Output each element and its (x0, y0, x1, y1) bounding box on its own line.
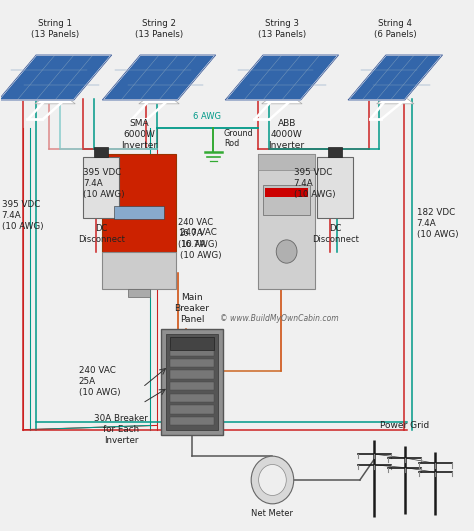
Bar (258, 155, 315, 289)
Text: 182 VDC
7.4A
(10 AWG): 182 VDC 7.4A (10 AWG) (417, 208, 458, 239)
Text: DC
Disconnect: DC Disconnect (311, 224, 358, 244)
Polygon shape (225, 55, 338, 100)
Bar (170, 382, 214, 390)
Text: 395 VDC
7.4A
(10 AWG): 395 VDC 7.4A (10 AWG) (1, 200, 43, 231)
Bar (170, 359, 214, 367)
Bar (102, 252, 175, 289)
Text: 240 VAC
16.7A
(10 AWG): 240 VAC 16.7A (10 AWG) (178, 218, 218, 249)
Text: 395 VDC
7.4A
(10 AWG): 395 VDC 7.4A (10 AWG) (294, 167, 335, 199)
Text: 6 AWG: 6 AWG (193, 113, 221, 122)
Text: SMA
6000W
Inverter: SMA 6000W Inverter (121, 119, 157, 150)
Text: © www.BuildMyOwnCabin.com: © www.BuildMyOwnCabin.com (220, 314, 339, 323)
Bar (166, 335, 218, 430)
Text: String 4
(6 Panels): String 4 (6 Panels) (374, 19, 417, 39)
Polygon shape (35, 93, 75, 104)
Text: String 3
(13 Panels): String 3 (13 Panels) (258, 19, 306, 39)
Bar (128, 289, 150, 297)
Circle shape (259, 465, 286, 495)
Bar (328, 148, 342, 157)
Bar (170, 393, 214, 402)
Polygon shape (102, 55, 216, 100)
Text: Ground
Rod: Ground Rod (224, 129, 254, 148)
Bar (161, 329, 223, 435)
Circle shape (276, 240, 297, 263)
Bar (114, 205, 164, 219)
Text: DC
Disconnect: DC Disconnect (78, 224, 125, 244)
Text: String 2
(13 Panels): String 2 (13 Panels) (135, 19, 183, 39)
Bar (94, 148, 108, 157)
Text: ABB
4000W
Inverter: ABB 4000W Inverter (269, 119, 305, 150)
Polygon shape (139, 93, 179, 104)
Text: Power Grid: Power Grid (380, 421, 429, 430)
Text: 240 VAC
16.7A
(10 AWG): 240 VAC 16.7A (10 AWG) (180, 228, 222, 260)
Bar (170, 370, 214, 379)
Polygon shape (0, 55, 112, 100)
Bar (170, 405, 214, 414)
Text: Net Meter: Net Meter (251, 509, 293, 518)
Circle shape (251, 456, 294, 504)
Bar (170, 417, 214, 425)
Bar (258, 155, 315, 170)
Bar (318, 157, 353, 218)
Polygon shape (262, 93, 302, 104)
Bar (170, 337, 214, 350)
Text: 30A Breaker
for Each
Inverter: 30A Breaker for Each Inverter (94, 414, 148, 445)
Text: 395 VDC
7.4A
(10 AWG): 395 VDC 7.4A (10 AWG) (83, 167, 125, 199)
Text: Main
Breaker
Panel: Main Breaker Panel (174, 293, 210, 324)
Text: 240 VAC
25A
(10 AWG): 240 VAC 25A (10 AWG) (79, 366, 120, 397)
Polygon shape (377, 93, 414, 104)
Bar (263, 185, 310, 215)
Text: String 1
(13 Panels): String 1 (13 Panels) (31, 19, 79, 39)
Bar (83, 157, 119, 218)
Bar (170, 347, 214, 356)
Bar (102, 155, 175, 252)
Polygon shape (348, 55, 443, 100)
Bar (265, 188, 308, 198)
